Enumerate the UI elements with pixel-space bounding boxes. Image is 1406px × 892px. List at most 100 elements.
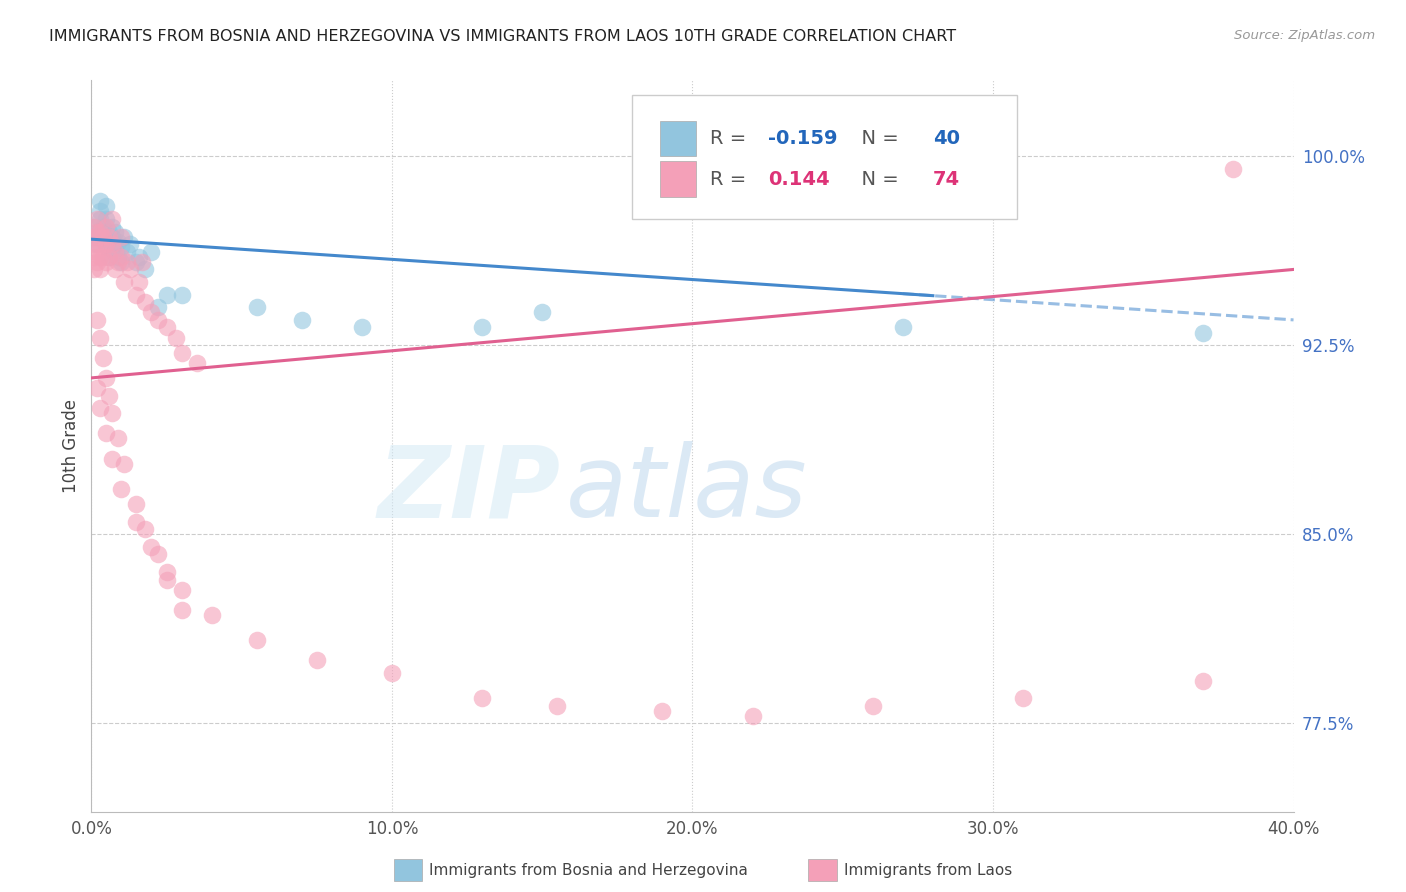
Point: [98, 250, 121, 264]
Point: [86, 212, 108, 227]
Point: [1192, 673, 1215, 688]
Point: [83, 262, 105, 277]
Text: R =: R =: [710, 169, 754, 188]
Point: [471, 320, 494, 334]
Point: [89, 204, 111, 219]
Point: [170, 603, 193, 617]
Point: [170, 582, 193, 597]
Point: [120, 237, 142, 252]
FancyBboxPatch shape: [633, 95, 1017, 219]
Point: [83, 250, 105, 264]
Text: N =: N =: [849, 129, 904, 148]
Point: [101, 406, 124, 420]
Point: [117, 244, 139, 259]
Point: [93, 229, 115, 244]
Point: [93, 351, 115, 365]
Text: IMMIGRANTS FROM BOSNIA AND HERZEGOVINA VS IMMIGRANTS FROM LAOS 10TH GRADE CORREL: IMMIGRANTS FROM BOSNIA AND HERZEGOVINA V…: [49, 29, 956, 44]
Bar: [659, 161, 696, 196]
Point: [107, 255, 129, 269]
Point: [86, 381, 108, 395]
Point: [305, 653, 328, 667]
Point: [862, 698, 884, 713]
Point: [96, 219, 118, 234]
Point: [101, 229, 124, 244]
Point: [110, 482, 132, 496]
Point: [89, 225, 111, 239]
Point: [146, 300, 169, 314]
Point: [93, 219, 115, 234]
Point: [141, 540, 163, 554]
Point: [101, 237, 124, 252]
Point: [98, 250, 121, 264]
Point: [89, 212, 111, 227]
Text: Immigrants from Bosnia and Herzegovina: Immigrants from Bosnia and Herzegovina: [429, 863, 748, 878]
Point: [96, 199, 118, 213]
Point: [83, 229, 105, 244]
Point: [101, 242, 124, 256]
Point: [114, 275, 136, 289]
Point: [107, 250, 129, 264]
Point: [471, 691, 494, 706]
Text: 0.144: 0.144: [768, 169, 830, 188]
Point: [741, 709, 763, 723]
Point: [146, 548, 169, 562]
Point: [104, 237, 127, 252]
Point: [201, 607, 224, 622]
Point: [186, 356, 208, 370]
Text: ZIP: ZIP: [377, 442, 560, 539]
Point: [86, 313, 108, 327]
Point: [86, 255, 108, 269]
Point: [89, 330, 111, 344]
Point: [155, 573, 177, 587]
Point: [89, 237, 111, 252]
Point: [1012, 691, 1035, 706]
Text: Source: ZipAtlas.com: Source: ZipAtlas.com: [1234, 29, 1375, 42]
Point: [96, 426, 118, 441]
Point: [107, 235, 129, 249]
Text: 40: 40: [934, 129, 960, 148]
Point: [96, 371, 118, 385]
Bar: [659, 121, 696, 156]
Point: [110, 229, 132, 244]
Point: [246, 633, 269, 648]
Point: [98, 388, 121, 402]
Point: [155, 565, 177, 579]
Point: [1222, 161, 1244, 176]
Point: [170, 345, 193, 359]
Point: [170, 287, 193, 301]
Point: [350, 320, 373, 334]
Point: [104, 244, 127, 259]
Point: [96, 237, 118, 252]
Point: [155, 320, 177, 334]
Point: [107, 432, 129, 446]
Point: [381, 665, 404, 680]
Point: [89, 194, 111, 209]
Point: [98, 225, 121, 239]
Text: -0.159: -0.159: [768, 129, 838, 148]
Point: [98, 229, 121, 244]
Point: [96, 212, 118, 227]
Point: [125, 497, 148, 511]
Point: [96, 255, 118, 269]
Point: [131, 255, 153, 269]
Point: [93, 229, 115, 244]
Point: [246, 300, 269, 314]
Point: [125, 287, 148, 301]
Text: Immigrants from Laos: Immigrants from Laos: [844, 863, 1012, 878]
Point: [110, 240, 132, 254]
Point: [89, 250, 111, 264]
Point: [101, 219, 124, 234]
Point: [891, 320, 914, 334]
Point: [141, 305, 163, 319]
Point: [83, 237, 105, 252]
Point: [128, 275, 150, 289]
Point: [89, 401, 111, 416]
Point: [120, 262, 142, 277]
Point: [1192, 326, 1215, 340]
Text: N =: N =: [849, 169, 904, 188]
Point: [125, 255, 148, 269]
Text: 74: 74: [934, 169, 960, 188]
Point: [134, 522, 156, 536]
Point: [651, 704, 673, 718]
Point: [110, 255, 132, 269]
